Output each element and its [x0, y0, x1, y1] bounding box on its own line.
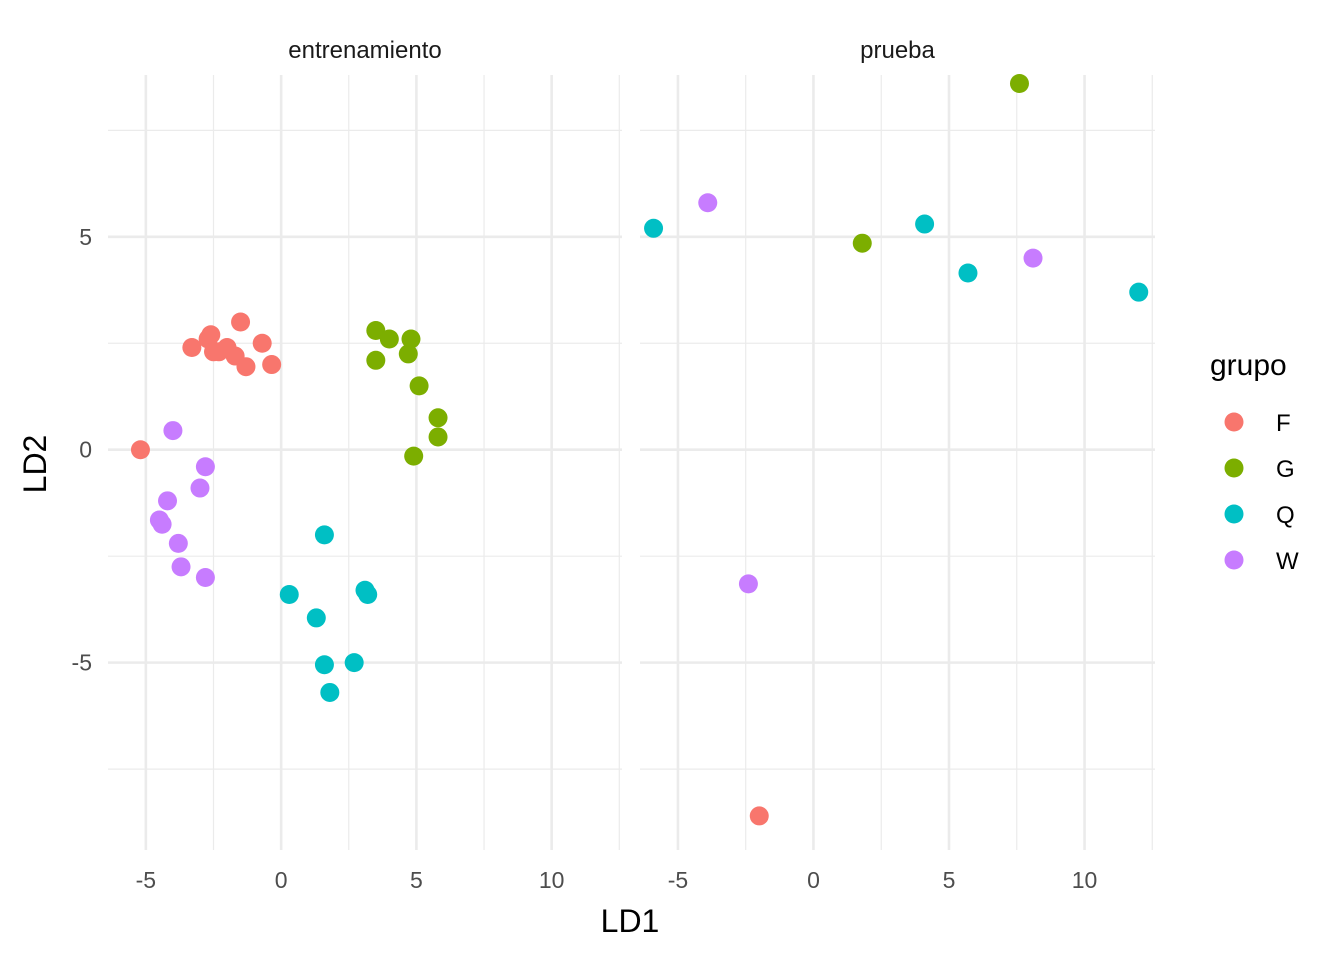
y-axis-title: LD2: [17, 435, 53, 494]
x-tick-label: 0: [275, 867, 288, 893]
point-W: [171, 557, 191, 577]
point-Q: [279, 585, 299, 605]
point-W: [163, 421, 183, 441]
legend-key-W: [1224, 550, 1244, 570]
point-G: [366, 350, 386, 370]
point-G: [852, 233, 872, 253]
point-W: [158, 491, 178, 511]
point-W: [152, 514, 172, 534]
panel-title: entrenamiento: [288, 37, 441, 64]
x-tick-label: -5: [668, 867, 688, 893]
point-Q: [344, 653, 364, 673]
legend-label-Q: Q: [1276, 502, 1295, 529]
x-tick-label: 5: [943, 867, 956, 893]
y-tick-label: -5: [72, 650, 92, 676]
legend-label-W: W: [1276, 548, 1299, 575]
legend-label-G: G: [1276, 456, 1295, 483]
point-F: [252, 333, 272, 353]
point-G: [366, 320, 386, 340]
point-W: [195, 457, 215, 477]
point-Q: [1129, 282, 1149, 302]
point-Q: [320, 682, 340, 702]
point-W: [1023, 248, 1043, 268]
y-tick-label: 0: [79, 437, 92, 463]
point-F: [182, 338, 202, 358]
point-G: [379, 329, 399, 349]
point-G: [1009, 74, 1029, 94]
point-F: [262, 355, 282, 375]
point-F: [231, 312, 251, 332]
legend-label-F: F: [1276, 410, 1291, 437]
point-W: [168, 533, 188, 553]
panels-layer: entrenamiento -5 0 5 10 -5 0 5 prueba -5 0 5 10: [72, 37, 1155, 893]
point-F: [749, 806, 769, 826]
panel-1: prueba -5 0 5 10: [640, 37, 1155, 893]
legend-key-F: [1224, 412, 1244, 432]
point-Q: [358, 585, 378, 605]
point-Q: [958, 263, 978, 283]
legend-title: grupo: [1210, 349, 1287, 382]
point-Q: [314, 655, 334, 675]
panel-0: entrenamiento -5 0 5 10 -5 0 5: [72, 37, 622, 893]
x-tick-label: -5: [136, 867, 156, 893]
x-tick-label: 5: [410, 867, 423, 893]
point-Q: [644, 218, 664, 238]
x-axis-title: LD1: [601, 903, 660, 939]
point-G: [404, 446, 424, 466]
panel-title: prueba: [860, 37, 935, 64]
point-G: [428, 408, 448, 428]
point-G: [401, 329, 421, 349]
point-Q: [314, 525, 334, 545]
point-F: [236, 357, 256, 377]
x-tick-label: 10: [539, 867, 565, 893]
point-G: [398, 344, 418, 364]
point-W: [195, 567, 215, 587]
legend-key-Q: [1224, 504, 1244, 524]
point-F: [201, 325, 221, 345]
point-G: [409, 376, 429, 396]
legend-key-G: [1224, 458, 1244, 478]
point-W: [698, 193, 718, 213]
point-W: [190, 478, 210, 498]
point-W: [738, 574, 758, 594]
y-tick-label: 5: [79, 224, 92, 250]
point-Q: [915, 214, 935, 234]
point-G: [428, 427, 448, 447]
point-Q: [306, 608, 326, 628]
x-tick-label: 0: [807, 867, 820, 893]
x-tick-label: 10: [1072, 867, 1098, 893]
point-F: [130, 440, 150, 460]
